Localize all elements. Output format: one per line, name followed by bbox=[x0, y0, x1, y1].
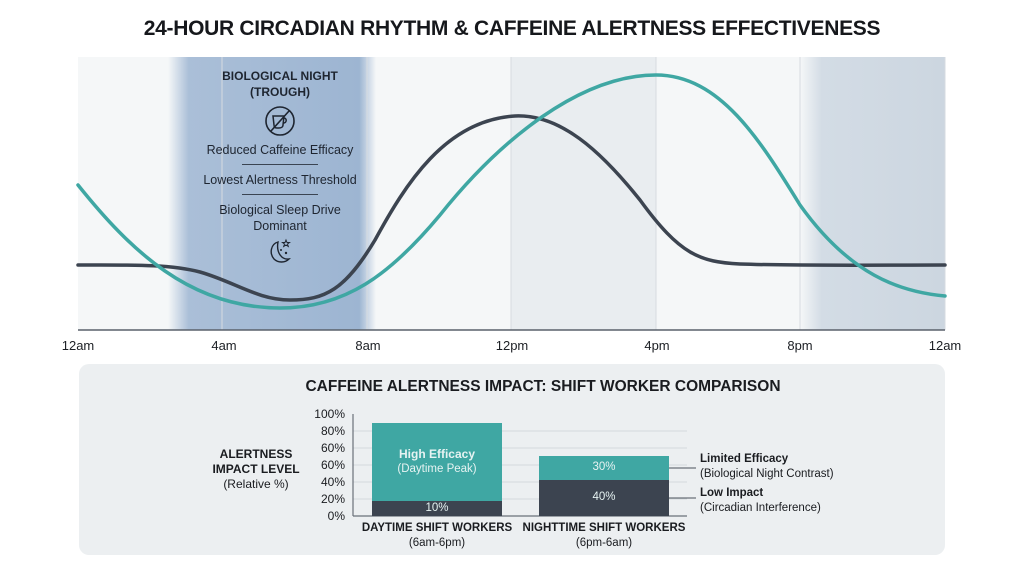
line-chart-svg bbox=[76, 57, 947, 331]
caffeine-effectiveness-line bbox=[76, 73, 947, 310]
nighttime-base-label: 40% bbox=[592, 491, 616, 503]
chart-title: 24-HOUR CIRCADIAN RHYTHM & CAFFEINE ALER… bbox=[143, 17, 881, 40]
daytime-efficacy-label-sub: (Daytime Peak) bbox=[397, 463, 477, 475]
no-coffee-icon bbox=[265, 106, 295, 136]
y-axis-label: ALERTNESS IMPACT LEVEL (Relative %) bbox=[201, 447, 311, 492]
category-nighttime-name: NIGHTTIME SHIFT WORKERS bbox=[522, 522, 686, 534]
x-tick-12pm: 12pm bbox=[495, 338, 529, 353]
category-daytime: DAYTIME SHIFT WORKERS (6am-6pm) bbox=[347, 521, 527, 551]
night-title-line2: (TROUGH) bbox=[250, 85, 310, 99]
category-nighttime-hours: (6pm-6am) bbox=[575, 537, 633, 549]
afternoon-band bbox=[511, 57, 656, 330]
y-tick-60b: 60% bbox=[320, 458, 345, 472]
y-tick-40: 40% bbox=[320, 475, 345, 489]
bar-chart-svg bbox=[352, 414, 696, 517]
night-divider-2 bbox=[242, 194, 318, 195]
daytime-base-segment bbox=[372, 501, 502, 516]
callout-low-impact-title: Low Impact bbox=[700, 487, 764, 499]
night-line-lowest-alertness: Lowest Alertness Threshold bbox=[203, 173, 357, 187]
x-tick-8pm: 8pm bbox=[787, 338, 813, 353]
daytime-efficacy-segment bbox=[372, 423, 502, 501]
y-tick-100: 100% bbox=[314, 407, 345, 421]
y-tick-20: 20% bbox=[320, 492, 345, 506]
category-nighttime: NIGHTTIME SHIFT WORKERS (6pm-6am) bbox=[509, 521, 699, 551]
y-axis-label-line2: IMPACT LEVEL bbox=[212, 462, 300, 476]
night-title-line1: BIOLOGICAL NIGHT bbox=[222, 69, 338, 83]
y-tick-60a: 60% bbox=[320, 441, 345, 455]
nighttime-efficacy-segment bbox=[539, 456, 669, 480]
nighttime-base-segment bbox=[539, 480, 669, 516]
y-axis-label-line1: ALERTNESS bbox=[219, 447, 293, 461]
biological-night-annotation: BIOLOGICAL NIGHT (TROUGH) Reduced Caffei… bbox=[180, 68, 380, 267]
circadian-line-chart: 12am 4am 8am 12pm 4pm 8pm 12am BIOLOGICA… bbox=[61, 57, 962, 353]
x-tick-8am: 8am bbox=[355, 338, 381, 353]
bottom-chart-title: CAFFEINE ALERTNESS IMPACT: SHIFT WORKER … bbox=[305, 378, 781, 395]
shift-worker-comparison-panel: CAFFEINE ALERTNESS IMPACT: SHIFT WORKER … bbox=[79, 364, 945, 555]
x-tick-4pm: 4pm bbox=[644, 338, 670, 353]
night-line-dominant: Dominant bbox=[253, 219, 307, 233]
night-line-reduced-efficacy: Reduced Caffeine Efficacy bbox=[206, 143, 354, 157]
nighttime-efficacy-label: 30% bbox=[592, 461, 616, 473]
category-daytime-hours: (6am-6pm) bbox=[408, 537, 466, 549]
daytime-base-label: 10% bbox=[425, 502, 449, 514]
callout-limited-efficacy-title: Limited Efficacy bbox=[700, 453, 789, 465]
callout-low-impact-text: (Circadian Interference) bbox=[700, 502, 821, 514]
night-divider-1 bbox=[242, 164, 318, 165]
daytime-efficacy-label: High Efficacy (Daytime Peak) bbox=[372, 447, 502, 477]
night-line-sleep-drive: Biological Sleep Drive bbox=[219, 203, 341, 217]
moon-stars-icon bbox=[270, 238, 291, 263]
y-axis-label-line3: (Relative %) bbox=[223, 477, 289, 491]
daytime-efficacy-label-bold: High Efficacy bbox=[398, 447, 476, 461]
y-tick-80: 80% bbox=[320, 424, 345, 438]
circadian-alertness-line bbox=[76, 114, 947, 302]
x-tick-12am: 12am bbox=[61, 338, 95, 353]
evening-band bbox=[800, 57, 945, 330]
y-tick-0: 0% bbox=[327, 509, 345, 523]
callout-limited-efficacy: Limited Efficacy (Biological Night Contr… bbox=[700, 452, 834, 482]
callout-limited-efficacy-text: (Biological Night Contrast) bbox=[700, 468, 834, 480]
category-daytime-name: DAYTIME SHIFT WORKERS bbox=[361, 522, 513, 534]
callout-low-impact: Low Impact (Circadian Interference) bbox=[700, 486, 821, 516]
x-tick-12am-end: 12am bbox=[928, 338, 962, 353]
x-tick-4am: 4am bbox=[211, 338, 237, 353]
